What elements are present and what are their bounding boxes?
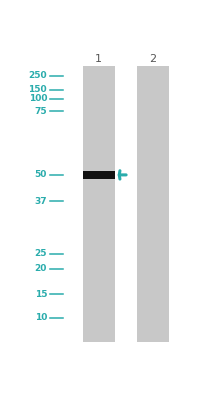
Text: 250: 250 [28, 71, 47, 80]
Text: 37: 37 [34, 197, 47, 206]
Text: 75: 75 [34, 107, 47, 116]
Text: 10: 10 [34, 313, 47, 322]
Text: 150: 150 [28, 85, 47, 94]
Bar [136, 66, 168, 342]
Bar [82, 171, 114, 179]
Text: 2: 2 [149, 54, 155, 64]
Text: 15: 15 [34, 290, 47, 299]
Text: 1: 1 [95, 54, 102, 64]
Text: 50: 50 [34, 170, 47, 179]
Bar [82, 66, 114, 342]
Text: 100: 100 [28, 94, 47, 103]
Text: 25: 25 [34, 249, 47, 258]
Text: 20: 20 [34, 264, 47, 273]
